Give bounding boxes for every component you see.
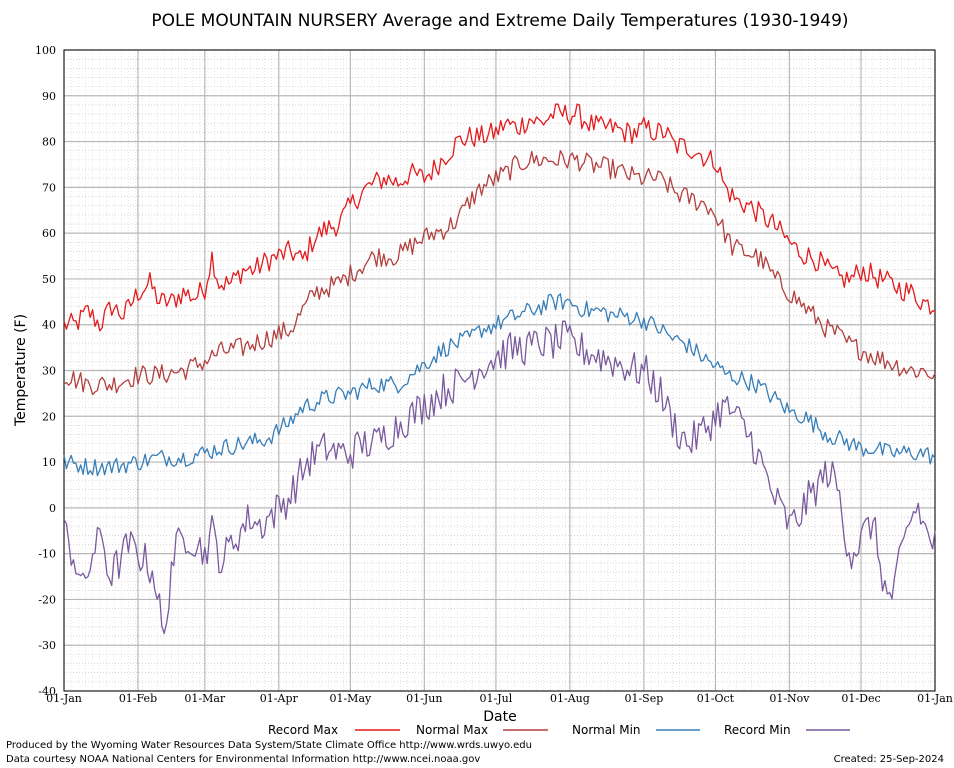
series-line-record-min [63, 320, 936, 635]
x-tick-label: 01-Dec [841, 692, 880, 705]
y-tick-label: 0 [49, 502, 56, 515]
x-axis-ticks: 01-Jan 01-Feb 01-Mar 01-Apr 01-May 01-Jun 01-J… [46, 692, 953, 705]
y-tick-label: 20 [42, 410, 56, 423]
y-tick-label: 60 [42, 227, 56, 240]
x-tick-label: 01-Jul [480, 692, 513, 705]
y-tick-label: 100 [35, 44, 56, 57]
y-tick-label: -30 [38, 639, 56, 652]
y-tick-label: -10 [38, 548, 56, 561]
y-tick-label: 50 [42, 273, 56, 286]
y-tick-label: 10 [42, 456, 56, 469]
x-axis-label: Date [483, 709, 516, 725]
y-tick-label: 70 [42, 181, 56, 194]
x-tick-label: 01-Sep [624, 692, 663, 705]
x-tick-label: 01-Apr [260, 692, 299, 705]
y-axis-label: Temperature (F) [13, 314, 29, 427]
y-tick-label: -40 [38, 685, 56, 698]
x-tick-label: 01-Feb [119, 692, 157, 705]
footer-created-date: Created: 25-Sep-2024 [834, 754, 944, 765]
y-tick-label: 90 [42, 90, 56, 103]
x-tick-label: 01-Oct [697, 692, 735, 705]
plot-area [63, 49, 936, 692]
footer-produced-by: Produced by the Wyoming Water Resources … [6, 740, 532, 751]
legend-label-record-min: Record Min [724, 723, 791, 737]
y-tick-label: 40 [42, 319, 56, 332]
y-axis-ticks: -40 -30 -20 -10 0 10 20 30 40 50 60 70 80 90 100 [35, 44, 56, 698]
y-tick-label: 30 [42, 365, 56, 378]
x-tick-label: 01-Aug [550, 692, 590, 705]
x-tick-label: 01-Jan [46, 692, 82, 705]
x-tick-label: 01-May [329, 692, 372, 705]
x-tick-label: 01-Jun [406, 692, 442, 705]
footer-data-courtesy: Data courtesy NOAA National Centers for … [6, 754, 480, 765]
x-tick-label: 01-Mar [184, 692, 226, 705]
series-line-normal-min [63, 293, 936, 477]
series-line-record-max [63, 103, 936, 332]
series-layer [63, 103, 936, 635]
x-tick-label: 01-Jan [917, 692, 953, 705]
chart-title: POLE MOUNTAIN NURSERY Average and Extrem… [151, 11, 848, 31]
series-line-normal-max [63, 150, 936, 396]
y-tick-label: -20 [38, 593, 56, 606]
legend: Record Max Normal Max Normal Min Record … [268, 723, 850, 737]
legend-label-normal-min: Normal Min [572, 723, 641, 737]
x-tick-label: 01-Nov [769, 692, 810, 705]
grid [63, 49, 936, 692]
legend-label-record-max: Record Max [268, 723, 338, 737]
y-tick-label: 80 [42, 136, 56, 149]
legend-label-normal-max: Normal Max [416, 723, 488, 737]
